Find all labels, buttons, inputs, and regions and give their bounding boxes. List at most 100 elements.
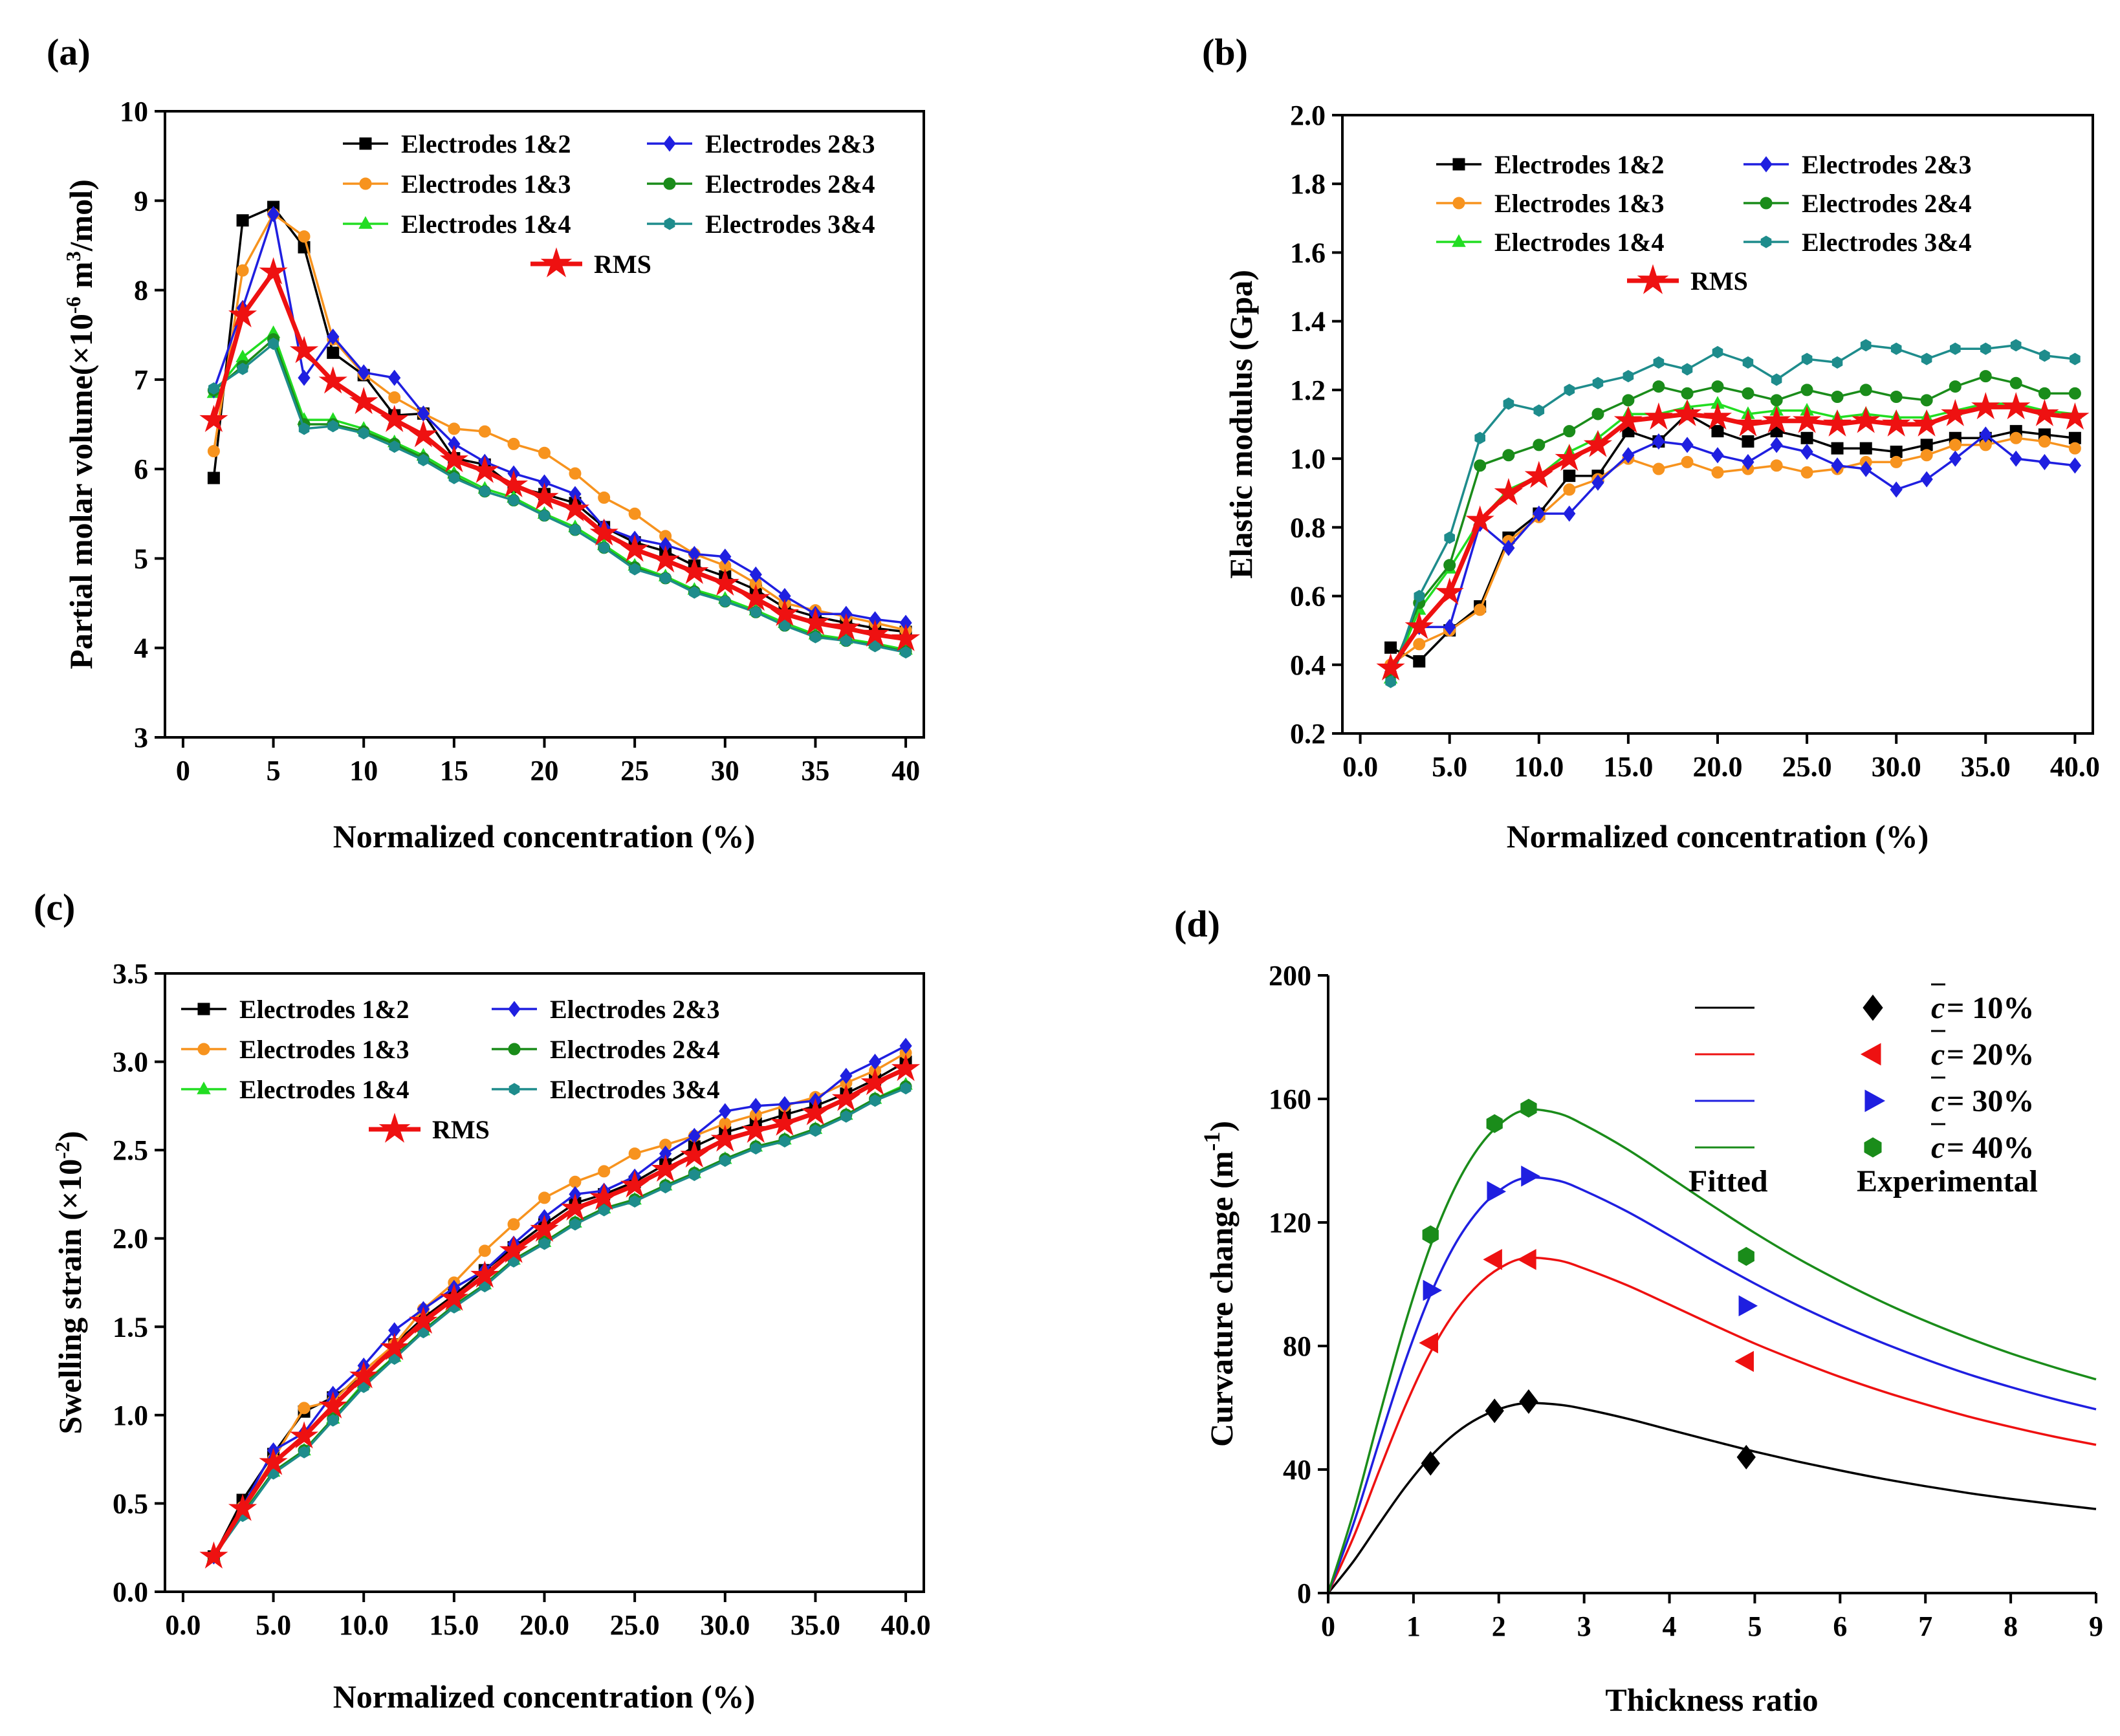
legend-marker bbox=[540, 247, 573, 277]
data-point bbox=[208, 382, 219, 395]
data-point bbox=[660, 572, 671, 585]
data-point bbox=[1533, 505, 1546, 522]
data-point bbox=[1524, 461, 1553, 488]
data-point bbox=[1831, 391, 1844, 404]
data-point bbox=[770, 598, 800, 626]
data-point bbox=[1413, 638, 1426, 651]
data-point bbox=[1652, 380, 1665, 393]
experimental-point bbox=[1422, 1225, 1439, 1244]
data-point bbox=[1980, 342, 1991, 355]
data-point bbox=[2068, 431, 2081, 444]
data-point bbox=[298, 1402, 311, 1415]
series-line-3 bbox=[1390, 433, 2075, 673]
legend-marker bbox=[663, 177, 676, 190]
data-point bbox=[2038, 387, 2051, 400]
data-point bbox=[327, 420, 338, 433]
data-point bbox=[358, 427, 369, 440]
experimental-point bbox=[1520, 1098, 1537, 1118]
legend-marker bbox=[1864, 1089, 1886, 1112]
y-tick-label: 3.5 bbox=[113, 958, 148, 990]
y-tick-label: 4 bbox=[134, 633, 148, 664]
panel-a-label: (a) bbox=[47, 31, 91, 73]
data-point bbox=[1971, 392, 2000, 420]
x-tick-label: 15.0 bbox=[1603, 751, 1653, 783]
data-point bbox=[448, 472, 460, 484]
x-tick-label: 40 bbox=[891, 755, 920, 787]
data-point bbox=[1831, 442, 1844, 455]
data-point bbox=[1502, 449, 1515, 462]
data-point bbox=[741, 583, 770, 611]
data-point bbox=[1890, 445, 1903, 458]
data-point bbox=[499, 470, 529, 497]
data-point bbox=[2060, 402, 2090, 430]
data-point bbox=[207, 472, 220, 484]
series-line-5 bbox=[1389, 344, 2075, 682]
legend-label: Electrodes 3&4 bbox=[1802, 228, 1972, 257]
data-point bbox=[1592, 376, 1604, 389]
data-point bbox=[1494, 477, 1523, 506]
data-point bbox=[228, 1493, 257, 1521]
data-point bbox=[1831, 356, 1843, 369]
data-point bbox=[1859, 461, 1872, 477]
legend-label: = 20% bbox=[1947, 1037, 2034, 1072]
series-line-1 bbox=[212, 1052, 906, 1557]
data-point bbox=[1860, 339, 1872, 352]
data-point bbox=[349, 387, 378, 415]
y-axis-title: Curvature change (m-1) bbox=[1199, 1121, 1240, 1447]
data-point bbox=[1920, 471, 1933, 488]
data-point bbox=[1414, 590, 1425, 603]
x-tick-label: 7 bbox=[1918, 1611, 1932, 1642]
x-tick-label: 15.0 bbox=[429, 1609, 479, 1641]
data-point bbox=[479, 485, 490, 498]
data-point bbox=[1502, 539, 1515, 556]
y-tick-label: 1.0 bbox=[1290, 443, 1326, 475]
data-point bbox=[1622, 447, 1635, 464]
data-point bbox=[228, 300, 257, 328]
y-tick-label: 0.8 bbox=[1290, 512, 1326, 543]
data-point bbox=[1413, 655, 1426, 667]
data-point bbox=[860, 619, 890, 647]
data-point bbox=[1793, 406, 1822, 433]
data-point bbox=[539, 509, 550, 522]
x-tick-label: 2 bbox=[1492, 1611, 1506, 1642]
legend-label: Electrodes 1&4 bbox=[239, 1075, 410, 1104]
legend-label: Electrodes 1&3 bbox=[401, 169, 571, 199]
data-point bbox=[2068, 387, 2081, 400]
legend-label: Electrodes 2&4 bbox=[1802, 189, 1972, 218]
legend-label: Electrodes 1&4 bbox=[1494, 228, 1665, 257]
legend-label: Electrodes 1&2 bbox=[1494, 150, 1665, 179]
data-point bbox=[507, 1218, 520, 1231]
experimental-point bbox=[1487, 1181, 1507, 1202]
data-point bbox=[1681, 387, 1694, 400]
data-point bbox=[207, 444, 220, 457]
x-tick-label: 3 bbox=[1577, 1611, 1591, 1642]
data-point bbox=[560, 1193, 590, 1221]
plot-frame bbox=[164, 972, 925, 1593]
data-point bbox=[1771, 373, 1782, 386]
data-point bbox=[439, 445, 468, 473]
y-tick-label: 0.2 bbox=[1290, 718, 1326, 750]
data-point bbox=[470, 455, 499, 483]
data-point bbox=[1563, 483, 1576, 496]
legend-marker bbox=[197, 1003, 210, 1015]
x-tick-label: 5.0 bbox=[1432, 751, 1467, 783]
data-point bbox=[1949, 450, 1962, 467]
data-point bbox=[660, 1180, 671, 1194]
data-point bbox=[598, 1204, 609, 1217]
legend-marker bbox=[1863, 994, 1883, 1021]
data-point bbox=[298, 422, 310, 435]
data-point bbox=[1950, 342, 1961, 355]
y-tick-label: 6 bbox=[134, 453, 148, 485]
y-tick-label: 0.5 bbox=[113, 1488, 148, 1519]
data-point bbox=[719, 548, 732, 565]
c-symbol: c bbox=[1931, 1131, 1945, 1165]
data-point bbox=[289, 336, 319, 363]
x-axis-title: Normalized concentration (%) bbox=[333, 1678, 756, 1715]
data-point bbox=[539, 1237, 550, 1250]
data-point bbox=[327, 1414, 338, 1427]
legend-marker bbox=[1637, 264, 1669, 294]
data-point bbox=[1770, 394, 1783, 407]
legend-experimental-title: Experimental bbox=[1857, 1164, 2038, 1199]
x-axis-title: Normalized concentration (%) bbox=[333, 818, 756, 854]
data-point bbox=[357, 364, 370, 381]
